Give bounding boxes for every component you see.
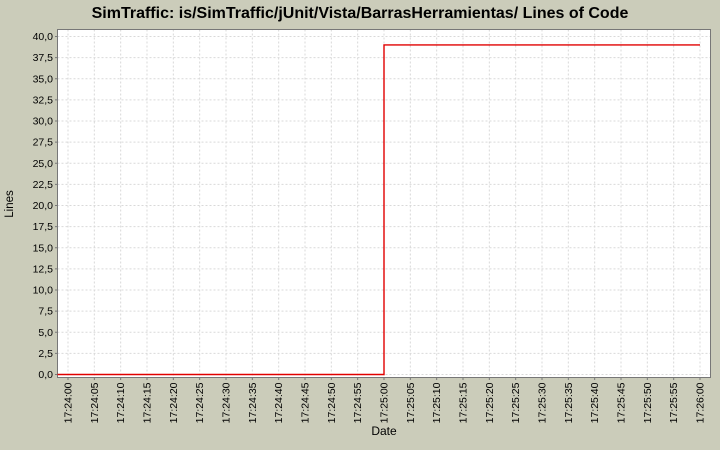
y-tick-label: 10,0 [33, 285, 54, 297]
y-tick-label: 2,5 [38, 348, 53, 360]
x-tick-label: 17:25:15 [458, 382, 470, 423]
x-tick-label: 17:26:00 [695, 382, 707, 423]
x-axis-title: Date [371, 424, 397, 438]
x-tick-label: 17:25:05 [405, 382, 417, 423]
x-tick-label: 17:25:30 [537, 382, 549, 423]
x-tick-label: 17:25:45 [616, 382, 628, 423]
x-tick-label: 17:25:55 [668, 382, 680, 423]
y-tick-label: 5,0 [38, 327, 53, 339]
x-tick-label: 17:25:25 [510, 382, 522, 423]
x-tick-label: 17:25:40 [589, 382, 601, 423]
x-tick-label: 17:25:50 [642, 382, 654, 423]
y-axis-title: Lines [4, 190, 16, 218]
x-tick-label: 17:24:05 [89, 382, 101, 423]
y-tick-label: 17,5 [33, 221, 54, 233]
y-tick-label: 20,0 [33, 200, 54, 212]
y-tick-label: 25,0 [33, 158, 54, 170]
x-tick-label: 17:25:10 [431, 382, 443, 423]
x-tick-label: 17:24:40 [273, 382, 285, 423]
x-tick-label: 17:24:20 [168, 382, 180, 423]
y-tick-label: 27,5 [33, 137, 54, 149]
y-tick-label: 12,5 [33, 263, 54, 275]
x-tick-label: 17:24:10 [115, 382, 127, 423]
y-tick-label: 0,0 [38, 369, 53, 381]
x-tick-label: 17:24:15 [142, 382, 154, 423]
chart-title: SimTraffic: is/SimTraffic/jUnit/Vista/Ba… [91, 5, 629, 22]
x-tick-label: 17:24:50 [326, 382, 338, 423]
x-tick-label: 17:24:55 [352, 382, 364, 423]
series-line [57, 44, 700, 376]
y-tick-label: 32,5 [33, 94, 54, 106]
x-tick-label: 17:24:00 [63, 382, 75, 423]
x-tick-label: 17:25:35 [563, 382, 575, 423]
x-tick-label: 17:24:45 [300, 382, 312, 423]
x-tick-label: 17:25:00 [379, 382, 391, 423]
x-tick-label: 17:25:20 [484, 382, 496, 423]
y-tick-label: 37,5 [33, 52, 54, 64]
y-tick-label: 30,0 [33, 116, 54, 128]
x-tick-label: 17:24:35 [247, 382, 259, 423]
y-tick-label: 7,5 [38, 306, 53, 318]
y-tick-label: 35,0 [33, 73, 54, 85]
x-tick-label: 17:24:30 [221, 382, 233, 423]
plot-border [57, 29, 711, 378]
x-tick-label: 17:24:25 [194, 382, 206, 423]
y-tick-label: 15,0 [33, 242, 54, 254]
y-tick-label: 22,5 [33, 179, 54, 191]
y-tick-label: 40,0 [33, 31, 54, 43]
